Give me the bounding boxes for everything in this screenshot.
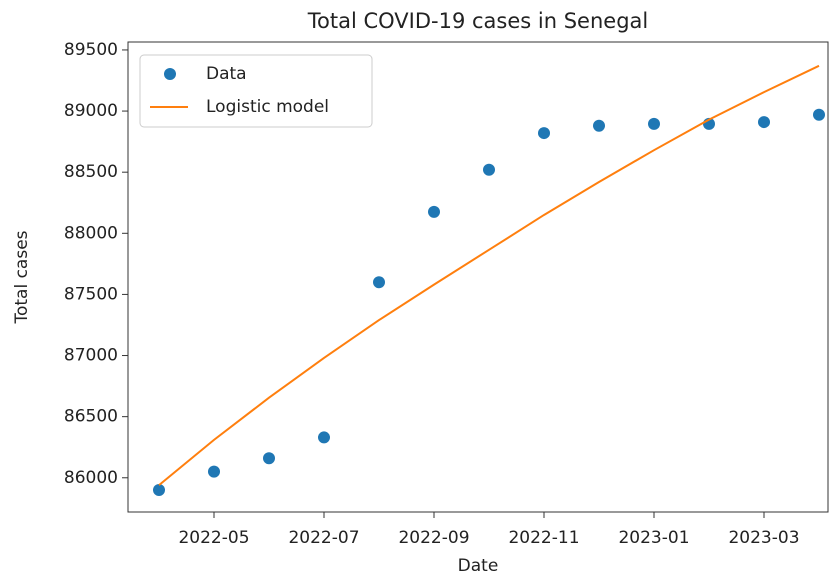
x-tick-label: 2023-01 <box>618 528 689 548</box>
data-point <box>318 431 330 444</box>
data-point <box>373 276 385 289</box>
y-tick-label: 89500 <box>64 40 118 60</box>
y-tick-label: 87500 <box>64 284 118 304</box>
x-tick-label: 2022-09 <box>398 528 469 548</box>
y-tick-label: 88500 <box>64 162 118 182</box>
x-tick-label: 2022-07 <box>288 528 359 548</box>
chart-title: Total COVID-19 cases in Senegal <box>307 9 648 33</box>
x-axis-label: Date <box>458 556 499 576</box>
y-tick-label: 89000 <box>64 101 118 121</box>
data-point <box>483 163 495 176</box>
legend-label: Logistic model <box>206 97 329 117</box>
y-axis-label: Total cases <box>12 230 32 324</box>
legend-box <box>139 54 373 128</box>
data-point <box>538 127 550 140</box>
y-tick-label: 86000 <box>64 468 118 488</box>
y-tick-label: 87000 <box>64 346 118 366</box>
data-point <box>648 117 660 130</box>
data-point <box>153 483 165 496</box>
data-point <box>263 452 275 465</box>
model-line <box>158 64 820 486</box>
data-point <box>208 465 220 478</box>
plot-frame <box>127 41 829 513</box>
y-tick-label: 86500 <box>64 407 118 427</box>
data-point <box>593 119 605 132</box>
legend-label: Data <box>206 64 247 84</box>
data-point <box>428 205 440 218</box>
x-tick-label: 2023-03 <box>728 528 799 548</box>
y-tick-label: 88000 <box>64 223 118 243</box>
x-tick-label: 2022-05 <box>178 528 249 548</box>
legend-marker <box>164 68 176 80</box>
data-point <box>758 116 770 129</box>
data-point <box>813 108 825 121</box>
x-tick-label: 2022-11 <box>508 528 579 548</box>
